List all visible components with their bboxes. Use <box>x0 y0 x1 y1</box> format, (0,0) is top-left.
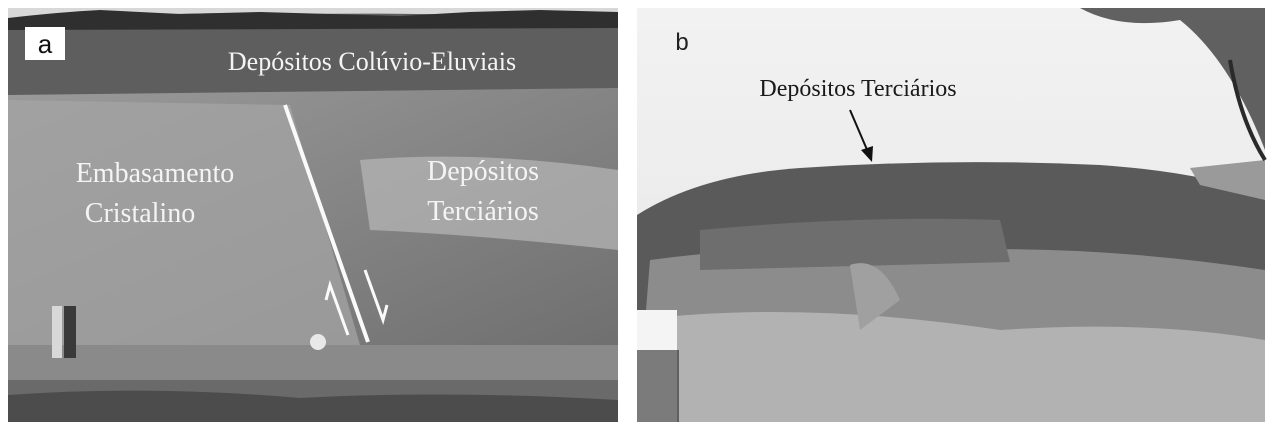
panel-label: a <box>38 29 53 59</box>
annotation: Depósitos Terciários <box>759 76 956 102</box>
annotation: Terciários <box>427 196 539 227</box>
panel-label: b <box>675 29 688 56</box>
annotation: Depósitos <box>427 156 539 187</box>
photo-b <box>637 8 1265 422</box>
figure: a Depósitos Colúvio-Eluviais Embasamento… <box>0 0 1269 427</box>
annotation: Depósitos Colúvio-Eluviais <box>228 47 516 76</box>
annotation: Embasamento <box>76 158 235 189</box>
annotation: Cristalino <box>85 198 195 229</box>
